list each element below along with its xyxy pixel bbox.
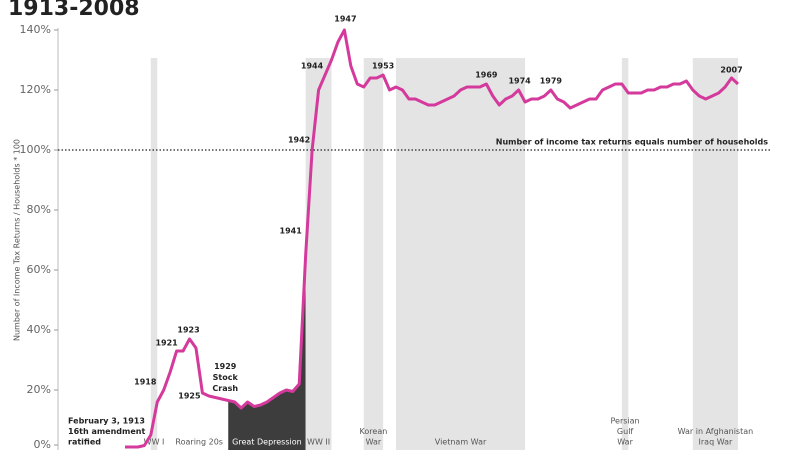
period-label: Korean (360, 427, 388, 436)
y-tick-label: 40% (27, 323, 51, 336)
data-line (125, 28, 740, 449)
period-shade (621, 58, 629, 450)
point-label: 1974 (508, 77, 531, 86)
period-label: Iraq War (699, 438, 733, 447)
period-label: War in Afghanistan (678, 427, 754, 436)
period-shade (150, 58, 158, 450)
period-label: Gulf (617, 427, 633, 436)
point-label: 1979 (540, 77, 563, 86)
point-label: 1947 (334, 15, 356, 24)
period-label: WW I (144, 438, 165, 447)
point-label: 1929 (214, 362, 237, 371)
point-label: 1942 (288, 136, 310, 145)
point-label: 1969 (475, 71, 498, 80)
point-label: 1941 (280, 227, 303, 236)
point-label: 1921 (155, 339, 178, 348)
period-label: War (617, 438, 633, 447)
period-label: WW II (307, 438, 330, 447)
point-label: 1918 (134, 378, 157, 387)
reference-label: Number of income tax returns equals numb… (496, 138, 768, 147)
amendment-note: ratified (68, 438, 101, 447)
period-label: Roaring 20s (175, 438, 223, 447)
period-shade (396, 58, 526, 450)
y-tick-label: 80% (27, 203, 51, 216)
point-note: Stock (213, 373, 239, 382)
point-note: Crash (212, 384, 238, 393)
amendment-note: February 3, 1913 (68, 417, 145, 426)
point-label: 1925 (178, 392, 201, 401)
period-shade (228, 255, 306, 450)
chart-title: 1913-2008 (8, 0, 140, 21)
y-tick-label: 100% (20, 143, 51, 156)
y-tick-label: 140% (20, 23, 51, 36)
period-label: War (366, 438, 382, 447)
point-label: 1953 (372, 62, 394, 71)
amendment-note: 16th amendment (68, 427, 145, 436)
period-shade (363, 58, 384, 450)
y-tick-label: 20% (27, 383, 51, 396)
point-label: 2007 (720, 66, 742, 75)
y-tick-label: 120% (20, 83, 51, 96)
y-axis-label: Number of Income Tax Returns / Household… (13, 139, 22, 341)
point-label: 1944 (301, 62, 324, 71)
period-label: Great Depression (232, 438, 302, 447)
period-shade (305, 58, 332, 450)
period-label: Persian (611, 417, 640, 426)
y-tick-label: 60% (27, 263, 51, 276)
point-label: 1923 (177, 326, 199, 335)
y-tick-label: 0% (34, 438, 51, 450)
period-shade (692, 58, 738, 450)
period-label: Vietnam War (435, 438, 487, 447)
